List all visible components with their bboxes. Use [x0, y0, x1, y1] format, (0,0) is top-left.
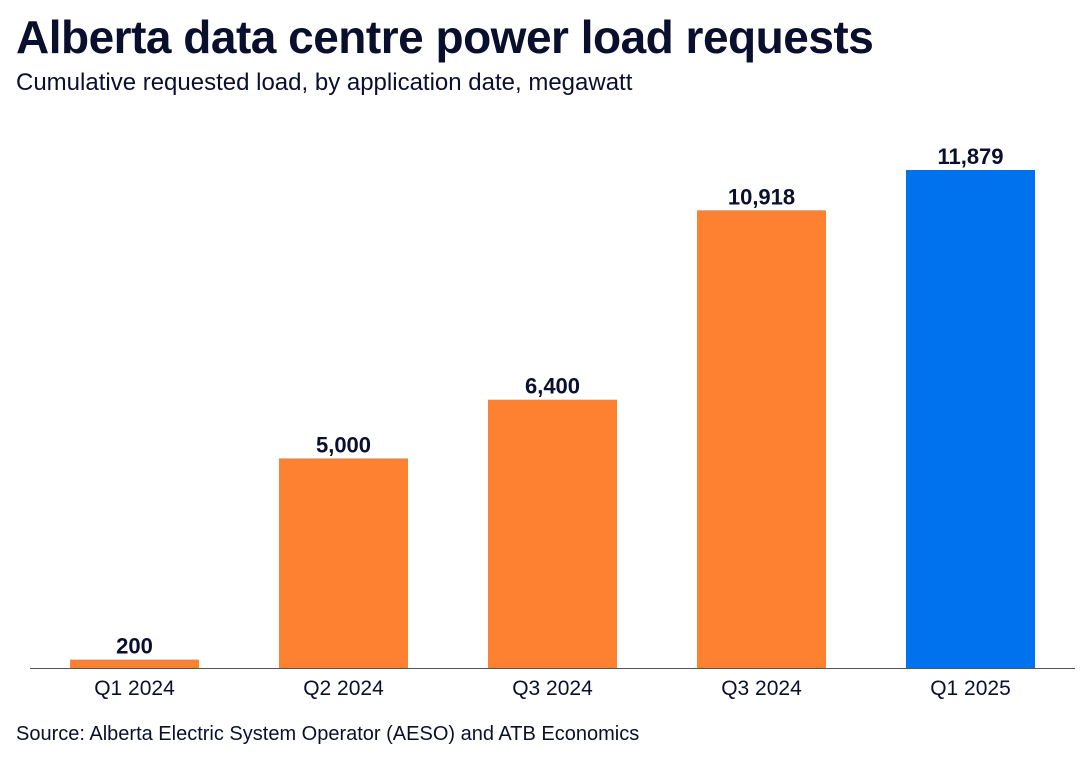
x-tick-label-1: Q1 2024: [94, 677, 175, 700]
bar-3: [488, 399, 617, 668]
bar-1: [70, 659, 199, 668]
bar-4: [697, 210, 826, 669]
bar-5: [906, 170, 1035, 668]
chart-title: Alberta data centre power load requests: [16, 11, 874, 63]
value-label-4: 10,918: [728, 184, 795, 209]
x-tick-label-4: Q3 2024: [721, 677, 802, 700]
x-tick-label-3: Q3 2024: [512, 677, 593, 700]
x-tick-label-5: Q1 2025: [930, 677, 1011, 700]
value-label-3: 6,400: [525, 374, 580, 399]
bar-2: [279, 458, 408, 668]
bars-group: [70, 170, 1035, 669]
source-note: Source: Alberta Electric System Operator…: [16, 723, 640, 745]
value-label-5: 11,879: [937, 144, 1003, 169]
x-tick-label-2: Q2 2024: [303, 677, 384, 700]
chart-subtitle: Cumulative requested load, by applicatio…: [16, 69, 633, 96]
value-labels-group: 200 5,000 6,400 10,918 11,879: [116, 144, 1003, 659]
tick-labels-group: Q1 2024 Q2 2024 Q3 2024 Q3 2024 Q1 2025: [94, 677, 1011, 700]
value-label-2: 5,000: [316, 432, 371, 457]
value-label-1: 200: [116, 634, 153, 659]
